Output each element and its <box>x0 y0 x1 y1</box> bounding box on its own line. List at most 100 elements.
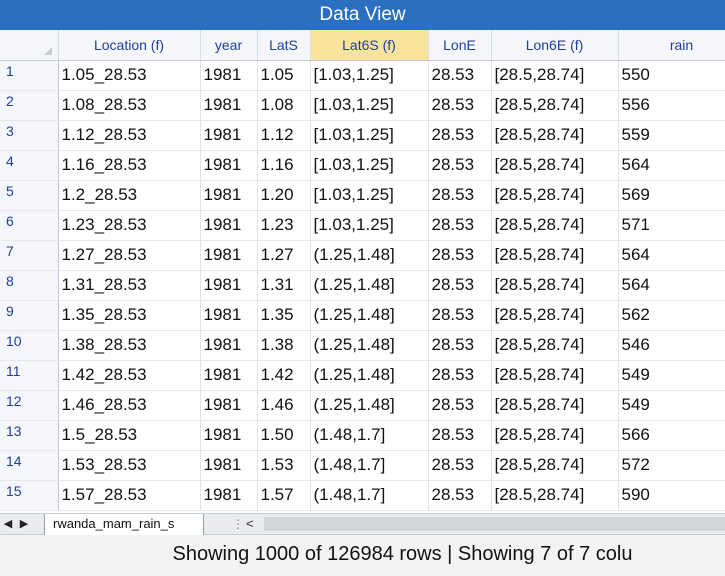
table-cell[interactable]: (1.25,1.48] <box>310 240 429 271</box>
table-cell[interactable]: 562 <box>618 300 725 331</box>
table-cell[interactable]: 28.53 <box>428 300 492 331</box>
table-cell[interactable]: 1.08 <box>257 90 311 121</box>
column-header[interactable]: rain <box>618 30 725 61</box>
table-cell[interactable]: 549 <box>618 390 725 421</box>
table-cell[interactable]: 590 <box>618 480 725 511</box>
table-cell[interactable]: 569 <box>618 180 725 211</box>
row-number[interactable]: 6 <box>0 210 59 241</box>
table-cell[interactable]: [28.5,28.74] <box>491 90 619 121</box>
table-cell[interactable]: 1.05_28.53 <box>58 60 201 91</box>
table-row[interactable]: 3 1.12_28.53 1981 1.12 [1.03,1.25] 28.53 [28.5… <box>0 120 725 151</box>
row-number[interactable]: 2 <box>0 90 59 121</box>
table-cell[interactable]: 1.27 <box>257 240 311 271</box>
table-cell[interactable]: 28.53 <box>428 360 492 391</box>
table-cell[interactable]: 1981 <box>200 360 258 391</box>
table-cell[interactable]: 1.16_28.53 <box>58 150 201 181</box>
table-cell[interactable]: 1.38_28.53 <box>58 330 201 361</box>
table-row[interactable]: 10 1.38_28.53 1981 1.38 (1.25,1.48] 28.53 [28.… <box>0 330 725 361</box>
table-cell[interactable]: 1.05 <box>257 60 311 91</box>
table-cell[interactable]: 28.53 <box>428 270 492 301</box>
table-cell[interactable]: 546 <box>618 330 725 361</box>
table-row[interactable]: 15 1.57_28.53 1981 1.57 (1.48,1.7] 28.53 [28.5… <box>0 480 725 511</box>
table-row[interactable]: 12 1.46_28.53 1981 1.46 (1.25,1.48] 28.53 [28.… <box>0 390 725 421</box>
table-cell[interactable]: 1.42_28.53 <box>58 360 201 391</box>
column-header[interactable]: LonE <box>428 30 492 61</box>
table-cell[interactable]: 1.5_28.53 <box>58 420 201 451</box>
table-cell[interactable]: 28.53 <box>428 390 492 421</box>
table-cell[interactable]: 1981 <box>200 150 258 181</box>
table-row[interactable]: 8 1.31_28.53 1981 1.31 (1.25,1.48] 28.53 [28.5… <box>0 270 725 301</box>
data-grid[interactable]: Location (f) year LatS Lat6S (f) LonE Lon6E (… <box>0 30 725 513</box>
table-cell[interactable]: 1981 <box>200 390 258 421</box>
table-cell[interactable]: 1.38 <box>257 330 311 361</box>
row-number[interactable]: 15 <box>0 480 59 511</box>
table-row[interactable]: 11 1.42_28.53 1981 1.42 (1.25,1.48] 28.53 [28.… <box>0 360 725 391</box>
table-cell[interactable]: 1981 <box>200 60 258 91</box>
table-cell[interactable]: [1.03,1.25] <box>310 210 429 241</box>
table-cell[interactable]: 1.12 <box>257 120 311 151</box>
table-cell[interactable]: (1.25,1.48] <box>310 330 429 361</box>
table-cell[interactable]: 28.53 <box>428 60 492 91</box>
row-number[interactable]: 8 <box>0 270 59 301</box>
table-cell[interactable]: 559 <box>618 120 725 151</box>
table-cell[interactable]: [28.5,28.74] <box>491 60 619 91</box>
table-cell[interactable]: 28.53 <box>428 330 492 361</box>
table-cell[interactable]: (1.48,1.7] <box>310 480 429 511</box>
table-cell[interactable]: 556 <box>618 90 725 121</box>
splitter-handle-icon[interactable]: ⋮ <box>232 517 244 531</box>
sheet-tab-active[interactable]: rwanda_mam_rain_s <box>44 514 204 535</box>
table-cell[interactable]: (1.25,1.48] <box>310 360 429 391</box>
table-cell[interactable]: 564 <box>618 270 725 301</box>
table-cell[interactable]: 571 <box>618 210 725 241</box>
table-cell[interactable]: 1.31_28.53 <box>58 270 201 301</box>
table-row[interactable]: 1 1.05_28.53 1981 1.05 [1.03,1.25] 28.53 [28.5… <box>0 60 725 91</box>
table-cell[interactable]: 28.53 <box>428 420 492 451</box>
table-cell[interactable]: 549 <box>618 360 725 391</box>
table-cell[interactable]: 1981 <box>200 120 258 151</box>
table-cell[interactable]: 1981 <box>200 240 258 271</box>
horizontal-scrollbar[interactable] <box>264 517 725 531</box>
table-cell[interactable]: [1.03,1.25] <box>310 120 429 151</box>
table-cell[interactable]: 1.31 <box>257 270 311 301</box>
table-cell[interactable]: (1.25,1.48] <box>310 390 429 421</box>
table-row[interactable]: 2 1.08_28.53 1981 1.08 [1.03,1.25] 28.53 [28.5… <box>0 90 725 121</box>
table-cell[interactable]: 28.53 <box>428 450 492 481</box>
table-cell[interactable]: [28.5,28.74] <box>491 300 619 331</box>
table-cell[interactable]: 1981 <box>200 90 258 121</box>
table-cell[interactable]: 1.20 <box>257 180 311 211</box>
table-cell[interactable]: [28.5,28.74] <box>491 480 619 511</box>
table-cell[interactable]: [1.03,1.25] <box>310 60 429 91</box>
table-cell[interactable]: [28.5,28.74] <box>491 330 619 361</box>
table-cell[interactable]: [28.5,28.74] <box>491 150 619 181</box>
table-cell[interactable]: 28.53 <box>428 90 492 121</box>
table-cell[interactable]: 1.27_28.53 <box>58 240 201 271</box>
table-cell[interactable]: 1.35 <box>257 300 311 331</box>
table-row[interactable]: 4 1.16_28.53 1981 1.16 [1.03,1.25] 28.53 [28.5… <box>0 150 725 181</box>
table-cell[interactable]: 1.23 <box>257 210 311 241</box>
triangle-right-icon[interactable]: ▶ <box>19 518 29 530</box>
row-number[interactable]: 1 <box>0 60 59 91</box>
table-cell[interactable]: 1.08_28.53 <box>58 90 201 121</box>
table-cell[interactable]: (1.25,1.48] <box>310 270 429 301</box>
table-row[interactable]: 9 1.35_28.53 1981 1.35 (1.25,1.48] 28.53 [28.5… <box>0 300 725 331</box>
column-header[interactable]: Lat6S (f) <box>310 30 429 61</box>
table-row[interactable]: 13 1.5_28.53 1981 1.50 (1.48,1.7] 28.53 [28.5,… <box>0 420 725 451</box>
table-cell[interactable]: 1981 <box>200 330 258 361</box>
table-cell[interactable]: 28.53 <box>428 150 492 181</box>
table-cell[interactable]: 28.53 <box>428 210 492 241</box>
table-cell[interactable]: 550 <box>618 60 725 91</box>
table-cell[interactable]: [28.5,28.74] <box>491 270 619 301</box>
select-all-corner[interactable] <box>0 30 59 61</box>
row-number[interactable]: 4 <box>0 150 59 181</box>
table-cell[interactable]: 1.2_28.53 <box>58 180 201 211</box>
table-cell[interactable]: [28.5,28.74] <box>491 120 619 151</box>
row-number[interactable]: 13 <box>0 420 59 451</box>
table-cell[interactable]: 1981 <box>200 180 258 211</box>
table-row[interactable]: 5 1.2_28.53 1981 1.20 [1.03,1.25] 28.53 [28.5,… <box>0 180 725 211</box>
column-header[interactable]: year <box>200 30 258 61</box>
table-cell[interactable]: (1.25,1.48] <box>310 300 429 331</box>
table-cell[interactable]: 564 <box>618 150 725 181</box>
table-row[interactable]: 6 1.23_28.53 1981 1.23 [1.03,1.25] 28.53 [28.5… <box>0 210 725 241</box>
table-cell[interactable]: [28.5,28.74] <box>491 390 619 421</box>
row-number[interactable]: 7 <box>0 240 59 271</box>
